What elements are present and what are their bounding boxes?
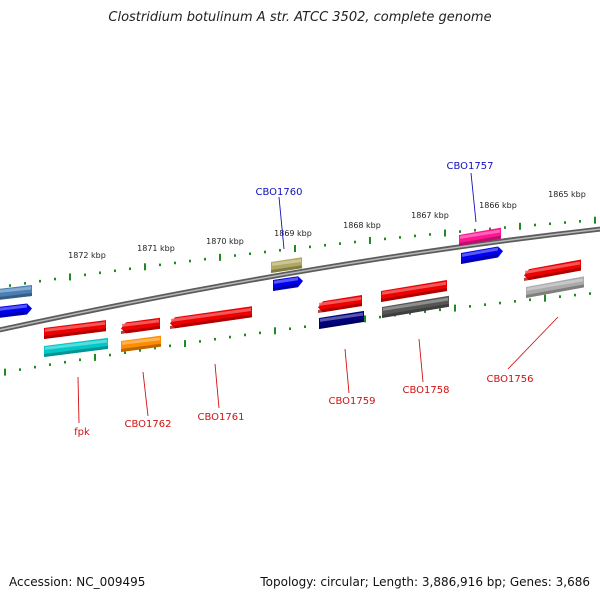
gene-arrow-highlight — [274, 277, 298, 284]
leader-line — [278, 196, 285, 250]
gene-cbo1760-b[interactable] — [273, 276, 303, 291]
gene-label[interactable]: CBO1760 — [256, 187, 303, 198]
gene-cbo1760-a[interactable] — [271, 257, 302, 273]
gene-arrow-shadow — [273, 283, 298, 291]
gene-cbo1757-b[interactable] — [461, 246, 503, 264]
gene-arrow-highlight — [0, 286, 31, 293]
gene-arrow-shadow — [318, 303, 362, 313]
gene-arrow-shadow — [121, 325, 160, 334]
gene-arrow-highlight — [462, 247, 498, 257]
gene-cbo1759-a[interactable] — [318, 295, 362, 313]
kbp-label: 1869 kbp — [274, 229, 312, 238]
gene-arrow-highlight — [171, 308, 251, 322]
leader-line — [507, 316, 559, 370]
gene-label[interactable]: CBO1761 — [198, 412, 245, 423]
gene-arrow-shadow — [170, 314, 252, 329]
gene-arrow-shadow — [459, 235, 501, 246]
gene-cbo1757-a[interactable] — [459, 227, 501, 246]
gene-arrow-highlight — [45, 321, 105, 332]
leader-line — [418, 338, 424, 383]
accession-text: Accession: NC_009495 — [9, 575, 146, 589]
gene-arrow-shadow — [0, 292, 32, 300]
gene-arrow-shadow — [526, 284, 584, 298]
gene-arrow-shadow — [121, 343, 161, 352]
gene-arrow-shadow — [319, 318, 364, 329]
gene-label[interactable]: CBO1758 — [403, 385, 450, 396]
gene-arrow-shadow — [44, 328, 106, 339]
gene-arrow-highlight — [319, 296, 361, 306]
leader-line — [344, 348, 350, 394]
leader-line — [142, 371, 149, 417]
gene-fpk-b[interactable] — [44, 337, 108, 357]
gene-arrow-highlight — [527, 278, 583, 291]
kbp-label: 1868 kbp — [343, 221, 381, 230]
gene-arrow-highlight — [122, 319, 159, 327]
leader-line — [214, 363, 220, 409]
kbp-label: 1866 kbp — [479, 201, 517, 210]
gene-label[interactable]: CBO1762 — [125, 419, 172, 430]
genome-backbone-highlight — [0, 228, 600, 331]
gene-arrow-highlight — [272, 259, 301, 266]
kbp-label: 1867 kbp — [411, 211, 449, 220]
gene-left-upper-2[interactable] — [0, 303, 32, 318]
kbp-label: 1870 kbp — [206, 237, 244, 246]
kbp-label: 1872 kbp — [68, 251, 106, 260]
gene-arrow-highlight — [460, 229, 500, 239]
gene-arrow-shadow — [461, 253, 498, 264]
genome-stats-text: Topology: circular; Length: 3,886,916 bp… — [260, 575, 590, 589]
gene-cbo1759-b[interactable] — [319, 310, 364, 329]
outer-tick-row — [9, 216, 596, 287]
gene-left-upper-1[interactable] — [0, 284, 32, 300]
kbp-label: 1871 kbp — [137, 244, 175, 253]
gene-arrow-highlight — [122, 337, 160, 345]
gene-cbo1756-b[interactable] — [526, 276, 584, 298]
gene-label[interactable]: CBO1759 — [329, 396, 376, 407]
gene-arrow-highlight — [45, 339, 107, 350]
gene-arrow-highlight — [382, 281, 446, 295]
leader-line — [470, 172, 477, 223]
gene-cbo1761[interactable] — [170, 306, 252, 329]
gene-arrow-shadow — [524, 267, 581, 281]
gene-cbo1758-b[interactable] — [382, 295, 449, 318]
gene-arrow-shadow — [0, 310, 27, 318]
gene-label[interactable]: CBO1757 — [447, 161, 494, 172]
gene-cbo1762-a[interactable] — [121, 317, 160, 334]
gene-arrow-shadow — [381, 287, 447, 302]
gene-cbo1762-b[interactable] — [121, 335, 161, 352]
gene-arrow-highlight — [383, 297, 448, 311]
gene-cbo1756-a[interactable] — [524, 259, 581, 281]
gene-label[interactable]: CBO1756 — [487, 374, 534, 385]
map-title: Clostridium botulinum A str. ATCC 3502, … — [108, 10, 492, 25]
inner-tick-row — [4, 292, 591, 376]
kbp-label: 1865 kbp — [548, 190, 586, 199]
gene-arrow-highlight — [320, 312, 363, 322]
gene-arrow-highlight — [525, 261, 580, 274]
gene-label[interactable]: fpk — [74, 427, 90, 438]
gene-arrow-shadow — [271, 265, 302, 273]
gene-arrow-highlight — [0, 304, 27, 311]
gene-arrow-shadow — [382, 303, 449, 318]
gene-arrow-shadow — [44, 345, 108, 357]
leader-line — [77, 376, 80, 424]
gene-fpk-a[interactable] — [44, 320, 106, 339]
gene-cbo1758-a[interactable] — [381, 279, 447, 302]
